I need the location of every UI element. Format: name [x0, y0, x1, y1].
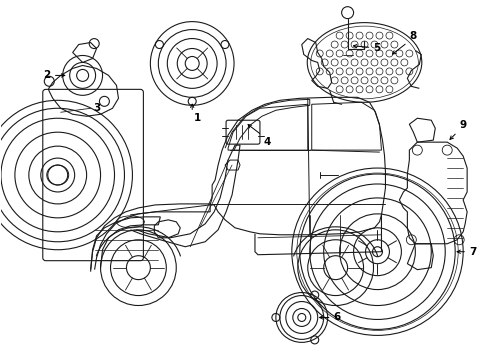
Text: 5: 5 — [373, 42, 381, 53]
Text: 8: 8 — [409, 31, 416, 41]
Text: 1: 1 — [194, 113, 201, 123]
Text: 4: 4 — [264, 137, 271, 147]
Text: 2: 2 — [44, 71, 51, 80]
Text: 7: 7 — [469, 247, 476, 257]
Text: 6: 6 — [334, 312, 341, 323]
Text: 9: 9 — [459, 120, 466, 130]
Text: 3: 3 — [94, 103, 101, 113]
